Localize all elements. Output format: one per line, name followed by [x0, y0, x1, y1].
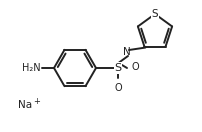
- Text: S: S: [152, 9, 158, 19]
- Text: H₂N: H₂N: [22, 63, 41, 73]
- Text: Na: Na: [18, 100, 32, 110]
- Text: S: S: [115, 63, 122, 73]
- Text: O: O: [132, 62, 140, 72]
- Text: N: N: [123, 47, 131, 57]
- Text: +: +: [33, 96, 40, 105]
- Text: O: O: [114, 83, 122, 93]
